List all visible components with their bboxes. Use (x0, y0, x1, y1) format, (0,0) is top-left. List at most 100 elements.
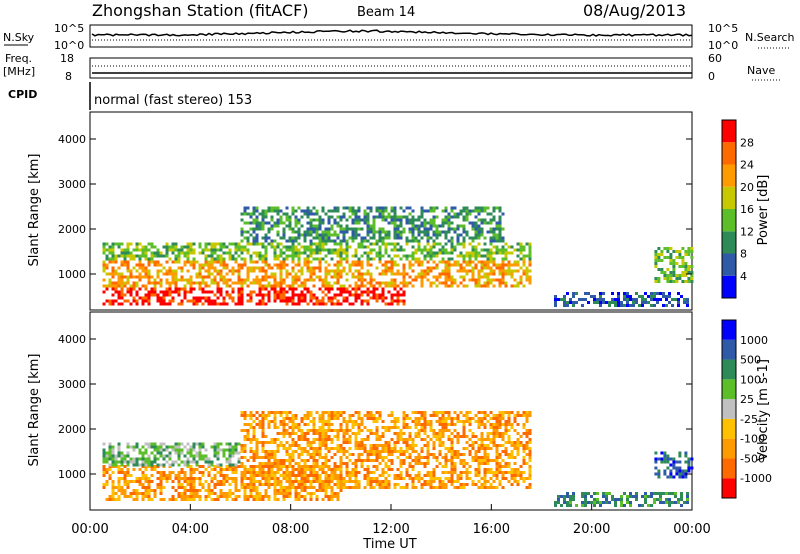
heatmap-cell (147, 272, 151, 276)
heatmap-cell (560, 298, 563, 301)
heatmap-cell (666, 268, 670, 271)
heatmap-cell (396, 272, 400, 276)
heatmap-cell (474, 471, 478, 474)
heatmap-cell (522, 254, 526, 258)
heatmap-cell (279, 441, 283, 444)
heatmap-cell (318, 489, 322, 492)
heatmap-cell (671, 492, 674, 495)
heatmap-cell (327, 438, 331, 441)
heatmap-cell (201, 290, 205, 294)
heatmap-cell (132, 275, 136, 279)
heatmap-cell (608, 304, 611, 307)
heatmap-cell (569, 501, 572, 504)
heatmap-cell (402, 486, 406, 489)
heatmap-cell (489, 477, 493, 480)
heatmap-cell (312, 227, 316, 231)
heatmap-cell (153, 254, 157, 258)
colorbar-tick-label: 1000 (740, 334, 768, 347)
heatmap-cell (324, 486, 328, 489)
heatmap-cell (572, 301, 575, 304)
heatmap-cell (501, 435, 505, 438)
heatmap-cell (390, 257, 394, 261)
heatmap-cell (207, 266, 211, 270)
heatmap-cell (453, 215, 457, 219)
heatmap-cell (126, 254, 130, 258)
heatmap-cell (525, 444, 529, 447)
heatmap-cell (285, 290, 289, 294)
heatmap-cell (243, 281, 247, 285)
heatmap-cell (321, 299, 325, 303)
heatmap-cell (632, 301, 635, 304)
heatmap-cell (654, 250, 658, 253)
heatmap-cell (354, 477, 358, 480)
heatmap-cell (240, 251, 244, 255)
heatmap-cell (644, 501, 647, 504)
heatmap-cell (354, 423, 358, 426)
heatmap-cell (504, 263, 508, 267)
heatmap-cell (159, 474, 163, 477)
heatmap-cell (135, 254, 139, 258)
heatmap-cell (237, 299, 241, 303)
heatmap-cell (468, 236, 472, 240)
heatmap-cell (330, 227, 334, 231)
heatmap-cell (477, 465, 481, 468)
heatmap-cell (234, 242, 238, 246)
heatmap-cell (312, 426, 316, 429)
heatmap-cell (462, 257, 466, 261)
heatmap-cell (111, 266, 115, 270)
heatmap-cell (141, 245, 145, 249)
heatmap-cell (474, 414, 478, 417)
heatmap-cell (456, 263, 460, 267)
heatmap-cell (666, 256, 670, 259)
heatmap-cell (393, 236, 397, 240)
heatmap-cell (663, 274, 667, 277)
heatmap-cell (195, 463, 199, 467)
y-tick-label: 3000 (58, 178, 86, 191)
heatmap-cell (282, 435, 286, 438)
heatmap-cell (303, 417, 307, 420)
heatmap-cell (288, 489, 292, 492)
heatmap-cell (516, 432, 520, 435)
heatmap-cell (105, 471, 109, 474)
heatmap-cell (315, 245, 319, 249)
heatmap-cell (108, 278, 112, 282)
heatmap-cell (135, 460, 139, 464)
heatmap-cell (210, 492, 214, 495)
heatmap-cell (108, 454, 112, 458)
heatmap-cell (240, 483, 244, 486)
heatmap-cell (339, 293, 343, 297)
heatmap-cell (390, 447, 394, 450)
heatmap-cell (180, 448, 184, 452)
heatmap-cell (498, 206, 502, 210)
heatmap-cell (405, 239, 409, 243)
heatmap-cell (510, 251, 514, 255)
heatmap-cell (243, 245, 247, 249)
heatmap-cell (327, 465, 331, 468)
heatmap-cell (291, 275, 295, 279)
heatmap-cell (321, 278, 325, 282)
heatmap-cell (330, 224, 334, 228)
heatmap-cell (495, 486, 499, 489)
heatmap-cell (225, 468, 229, 471)
heatmap-cell (264, 417, 268, 420)
heatmap-cell (348, 269, 352, 273)
heatmap-cell (417, 471, 421, 474)
heatmap-cell (471, 435, 475, 438)
heatmap-cell (486, 284, 490, 288)
heatmap-cell (420, 456, 424, 459)
heatmap-cell (255, 423, 259, 426)
heatmap-cell (207, 489, 211, 492)
heatmap-cell (387, 486, 391, 489)
heatmap-cell (501, 278, 505, 282)
heatmap-cell (228, 448, 232, 452)
heatmap-cell (372, 257, 376, 261)
heatmap-cell (126, 454, 130, 458)
heatmap-cell (432, 260, 436, 264)
heatmap-cell (183, 463, 187, 467)
heatmap-cell (345, 242, 349, 246)
heatmap-cell (495, 450, 499, 453)
heatmap-cell (369, 224, 373, 228)
heatmap-cell (213, 454, 217, 458)
heatmap-cell (351, 206, 355, 210)
heatmap-cell (342, 441, 346, 444)
